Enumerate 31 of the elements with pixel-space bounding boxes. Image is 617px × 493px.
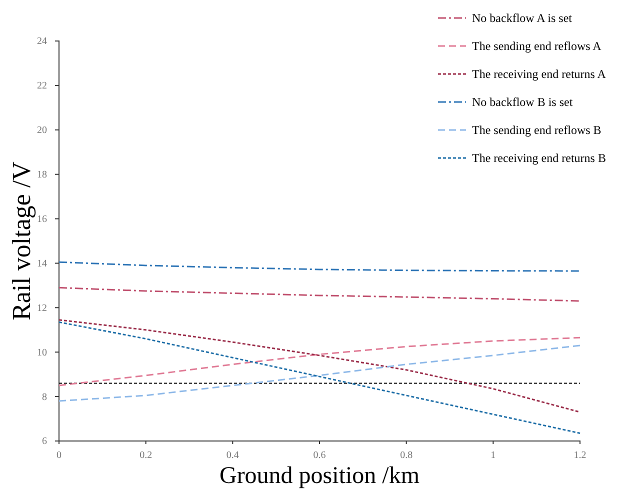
line-series [58, 321, 581, 434]
legend-label: The sending end reflows A [472, 39, 602, 53]
legend-label: The receiving end returns A [472, 67, 606, 81]
line-series [58, 336, 581, 386]
y-tick-label: 18 [37, 170, 47, 181]
x-tick-label: 0.2 [140, 450, 152, 462]
legend-label: The receiving end returns B [472, 151, 606, 165]
legend-label: No backflow A is set [472, 11, 573, 25]
y-tick-label: 10 [37, 347, 47, 358]
x-tick-label: 0.8 [400, 450, 413, 462]
y-tick-label: 12 [37, 302, 47, 314]
x-tick-label: 0.4 [226, 450, 239, 462]
x-tick-label: 0.6 [313, 450, 326, 462]
legend-label: The sending end reflows B [472, 123, 602, 137]
line-series [58, 319, 581, 413]
x-tick-label: 1 [490, 450, 496, 462]
y-axis-title: Rail voltage /V [7, 161, 36, 320]
line-series [58, 261, 581, 272]
y-tick-label: 8 [42, 392, 47, 403]
x-tick-label: 1.2 [574, 450, 586, 462]
y-tick-label: 22 [37, 80, 47, 92]
x-axis-title: Ground position /km [219, 463, 420, 489]
y-tick-label: 14 [37, 258, 47, 270]
y-tick-label: 20 [37, 125, 47, 136]
legend-label: No backflow B is set [472, 95, 574, 109]
x-tick-label: 0 [56, 450, 62, 462]
line-series [58, 286, 581, 302]
y-tick-label: 16 [37, 214, 47, 225]
line-series [58, 344, 581, 402]
y-tick-label: 6 [42, 436, 47, 448]
y-tick-label: 24 [37, 36, 47, 48]
